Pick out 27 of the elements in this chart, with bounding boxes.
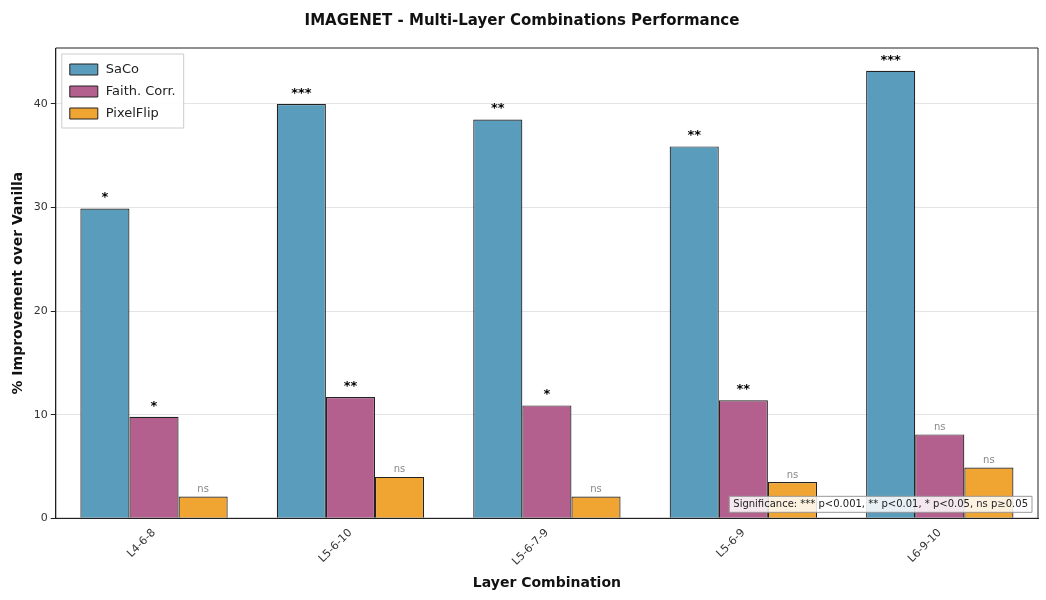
data-label: *** (291, 84, 312, 100)
data-label: ns (934, 421, 946, 432)
data-label: ns (590, 483, 602, 495)
data-label: * (543, 386, 551, 402)
data-label: ** (343, 377, 358, 393)
annotation: Significance: *** p<0.001, ** p<0.01, * p<0.05, ns p≥0.05 (733, 497, 1028, 509)
data-label: ** (490, 100, 505, 116)
data-label: ns (197, 483, 209, 495)
y-tick-label: 40 (33, 96, 48, 110)
data-label: *** (880, 51, 902, 67)
y-tick-label: 20 (33, 303, 48, 317)
data-label: ** (687, 127, 702, 143)
y-tick-label: 30 (33, 200, 48, 214)
data-label: ns (393, 463, 406, 475)
data-label: ns (786, 468, 799, 480)
data-label: * (101, 189, 109, 205)
data-label: * (150, 397, 158, 413)
legend-label: Faith. Corr. (105, 83, 176, 99)
data-label: ** (736, 381, 751, 397)
y-axis-title: % Improvement over Vanilla (9, 171, 26, 395)
x-axis-title: Layer Combination (472, 574, 621, 591)
legend-label: PixelFlip (105, 105, 159, 121)
y-tick-label: 10 (33, 407, 48, 421)
legend-label: SaCo (105, 61, 140, 77)
y-tick-label: 0 (40, 511, 48, 525)
data-label: ns (983, 454, 995, 466)
chart-title: IMAGENET - Multi-Layer Combinations Performance (304, 10, 740, 29)
